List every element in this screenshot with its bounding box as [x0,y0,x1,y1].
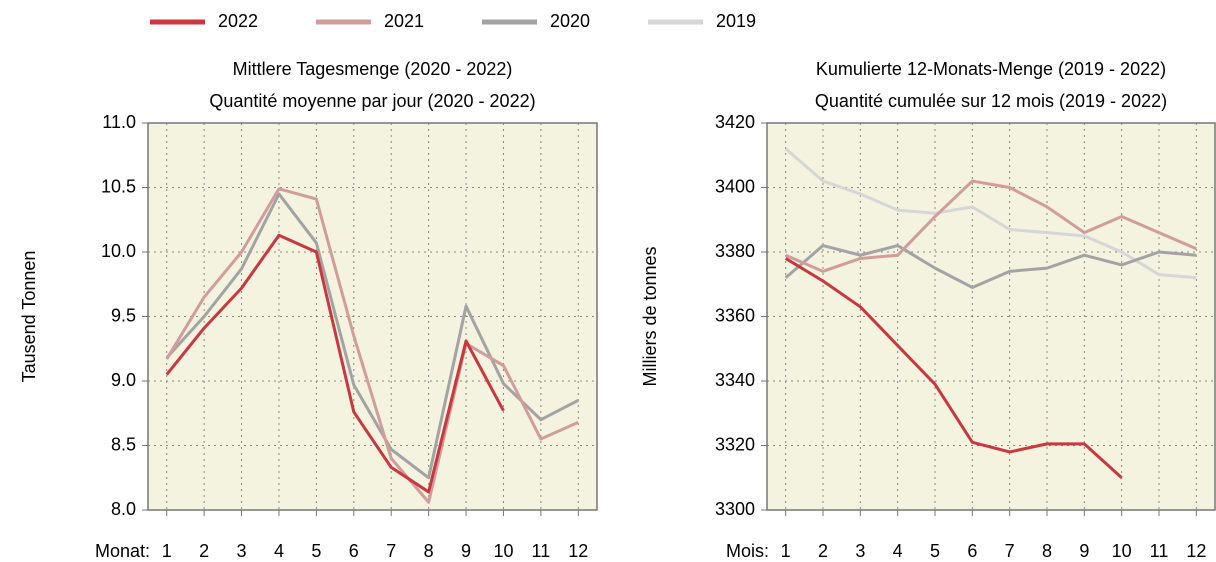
x-tick-label: 1 [162,541,172,561]
y-tick-label: 10.0 [101,241,136,261]
x-tick-label: 4 [893,541,903,561]
x-tick-label: 6 [967,541,977,561]
y-tick-label: 3360 [715,305,755,325]
plot-area [148,123,597,510]
x-tick-label: 5 [311,541,321,561]
x-tick-label: 4 [274,541,284,561]
series-line [785,179,1197,273]
chart-subtitle: Quantité moyenne par jour (2020 - 2022) [209,91,535,111]
y-tick-label: 3420 [715,112,755,132]
y-axis-label: Tausend Tonnen [19,251,39,383]
y-tick-label: 3380 [715,241,755,261]
chart-title: Mittlere Tagesmenge (2020 - 2022) [233,59,513,79]
x-tick-label: 11 [532,541,551,561]
series-line [784,147,1197,280]
legend-label: 2019 [716,11,756,31]
x-tick-label: 3 [855,541,865,561]
y-tick-label: 11.0 [102,112,136,132]
x-tick-label: 1 [781,541,791,561]
x-tick-label: 5 [930,541,940,561]
plot-frame [147,122,598,511]
x-tick-label: 2 [199,541,209,561]
x-tick-label: 7 [1005,541,1015,561]
legend-label: 2020 [550,11,590,31]
x-tick-label: 12 [568,541,588,561]
chart-subtitle: Quantité cumulée sur 12 mois (2019 - 202… [815,91,1167,111]
series-line [165,192,579,480]
y-tick-label: 9.5 [111,305,136,325]
chart-title: Kumulierte 12-Monats-Menge (2019 - 2022) [816,59,1166,79]
x-tick-label: 3 [237,541,247,561]
y-tick-label: 3340 [715,370,755,390]
y-tick-label: 10.5 [101,176,136,196]
x-axis-label: Monat: [95,541,150,561]
x-tick-label: 9 [461,541,471,561]
y-tick-label: 9.0 [111,370,136,390]
y-tick-label: 3320 [715,434,755,454]
y-axis-label: Milliers de tonnes [640,246,660,386]
x-tick-label: 12 [1186,541,1206,561]
y-tick-label: 3300 [715,499,755,519]
legend-label: 2022 [218,11,258,31]
x-tick-label: 2 [818,541,828,561]
x-tick-label: 8 [424,541,434,561]
series-line [784,244,1197,289]
legend-label: 2021 [384,11,424,31]
x-tick-label: 6 [349,541,359,561]
x-tick-label: 8 [1042,541,1052,561]
series-line [165,233,505,494]
plot-frame [766,122,1216,511]
x-tick-label: 11 [1150,541,1169,561]
x-axis-label: Mois: [726,541,769,561]
y-tick-label: 8.0 [111,499,136,519]
x-tick-label: 10 [1112,541,1132,561]
x-tick-label: 7 [386,541,396,561]
series-line [165,187,579,504]
y-tick-label: 8.5 [111,434,136,454]
y-tick-label: 3400 [715,176,755,196]
series-line [784,257,1123,479]
x-tick-label: 10 [493,541,513,561]
x-tick-label: 9 [1079,541,1089,561]
